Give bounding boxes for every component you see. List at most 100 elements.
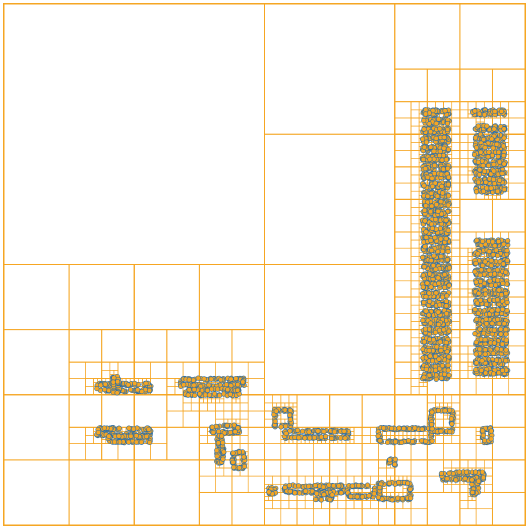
data-point [446,265,452,271]
data-point [439,363,446,369]
data-point [433,216,439,223]
data-point [422,207,428,214]
data-point [439,248,446,254]
data-point [423,366,429,373]
data-point [494,188,501,194]
data-point [431,148,437,154]
data-point [471,152,478,158]
data-point [501,135,507,141]
data-point [442,371,448,377]
data-point [477,272,483,278]
data-point [487,278,493,284]
data-point [432,329,439,335]
data-point [423,203,429,209]
data-point [428,190,434,196]
data-point [426,336,433,342]
data-point [446,372,452,378]
data-point [486,267,492,273]
data-point [491,168,497,174]
data-point [494,141,500,148]
data-point [483,185,490,191]
data-point [442,108,448,114]
data-point [434,193,440,199]
data-point [480,262,486,269]
data-point [419,254,426,261]
data-point [444,126,451,133]
data-point [435,309,441,315]
data-point [423,234,429,241]
data-point [443,298,450,305]
data-point [501,241,507,247]
data-point [427,209,434,215]
data-point [445,227,451,234]
data-point [500,261,506,267]
data-point [438,375,444,381]
data-point [503,269,509,275]
data-point [438,199,444,205]
data-point [443,217,449,223]
data-point [501,161,507,167]
data-point [478,267,484,273]
data-point [441,145,447,151]
data-point [445,202,451,208]
data-point [426,121,432,127]
data-point [482,144,488,151]
data-point [477,167,483,173]
data-point [486,248,492,255]
data-point [428,320,434,326]
data-point [446,282,452,288]
data-point [425,193,431,199]
data-point [500,143,507,149]
data-point [443,236,449,242]
data-point [476,172,482,178]
data-point [445,362,451,368]
data-point [436,356,442,362]
data-point [422,244,428,250]
data-point [420,156,426,163]
data-point [425,174,431,181]
data-point [475,123,481,129]
data-point [420,317,426,323]
data-point [501,186,507,193]
data-point [444,293,450,299]
data-point [432,162,438,169]
data-point [486,149,492,155]
data-point [444,120,451,127]
data-point [492,282,499,288]
data-point [435,275,441,281]
data-point [439,183,445,189]
data-point [424,280,430,286]
data-point [420,272,426,278]
data-point [437,339,443,345]
data-point [439,190,446,196]
data-point [421,183,427,189]
data-point [505,238,511,244]
data-point [427,298,433,305]
data-point [488,282,494,288]
data-point [433,202,440,208]
data-point [421,299,427,306]
data-point [429,175,435,181]
data-point [422,218,428,224]
data-point [433,120,439,127]
data-point [445,181,451,187]
data-point [423,111,429,117]
data-point [485,162,492,169]
data-point [433,376,439,382]
data-point [421,264,427,270]
data-point [429,225,435,231]
data-point [488,258,494,264]
data-point [419,136,426,142]
data-point [428,144,434,150]
data-point [475,251,481,257]
data-point [504,257,510,264]
data-point [473,145,480,151]
data-point [436,280,442,286]
data-point [438,211,445,217]
data-point [496,149,502,155]
data-point [473,279,479,285]
data-point [473,189,480,195]
data-point [430,108,436,114]
data-point [499,170,505,177]
